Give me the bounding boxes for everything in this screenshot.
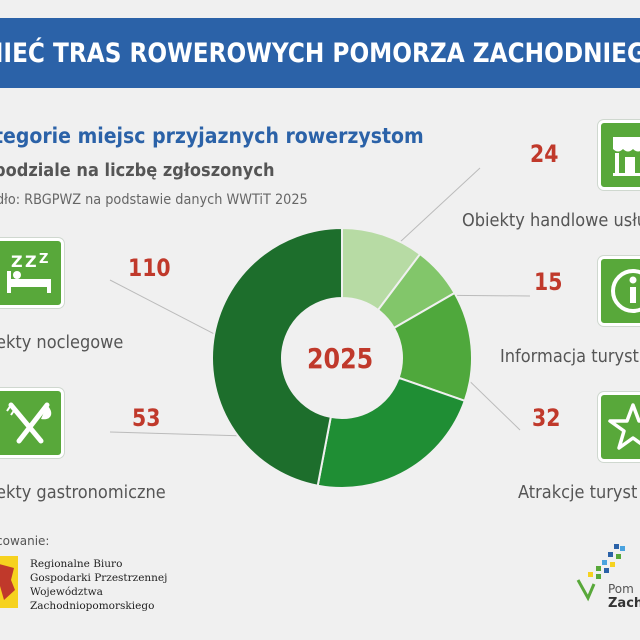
header-bar: NIEĆ TRAS ROWEROWYCH POMORZA ZACHODNIEGO (0, 18, 640, 88)
logo-text-line-2: Zachod (608, 596, 640, 611)
pomorze-zachodnie-logo-icon (576, 544, 625, 602)
svg-text:Z: Z (39, 252, 48, 267)
value-label-gastronomiczne: 53 (132, 404, 161, 432)
value-label-informacja: 15 (534, 268, 563, 296)
info-icon (598, 256, 640, 326)
category-label-gastronomiczne: ekty gastronomiczne (0, 482, 166, 503)
shop-storefront-icon (598, 120, 640, 190)
donut-slices (211, 226, 473, 489)
center-year-label: 2025 (307, 342, 374, 375)
svg-text:Z: Z (25, 252, 37, 271)
value-label-handlowe: 24 (530, 140, 559, 168)
sleep-zzz-bed-icon: Z Z Z (0, 238, 64, 308)
value-label-atrakcje: 32 (532, 404, 561, 432)
category-label-handlowe: Obiekty handlowe usłu (462, 210, 640, 231)
value-label-noclegowe: 110 (128, 254, 171, 282)
org-name-line-4: Zachodniopomorskiego (30, 600, 155, 612)
chart-source: dło: RBGPWZ na podstawie danych WWTiT 20… (0, 192, 308, 208)
org-name-line-3: Województwa (30, 586, 103, 598)
footer-label: cowanie: (0, 534, 50, 548)
fork-knife-icon (0, 388, 64, 458)
svg-text:Z: Z (11, 252, 23, 271)
category-label-noclegowe: ekty noclegowe (0, 332, 124, 353)
category-label-atrakcje: Atrakcje turyst (518, 482, 638, 503)
logo-text-line-1: Pom (608, 582, 634, 596)
chart-title: tegorie miejsc przyjaznych rowerzystom (0, 124, 424, 148)
org-name-line-1: Regionalne Biuro (30, 558, 123, 570)
coat-of-arms-icon (0, 556, 18, 608)
category-label-informacja: Informacja turyst (500, 346, 639, 367)
chart-subtitle: podziale na liczbę zgłoszonych (0, 160, 275, 181)
donut-hole (282, 298, 402, 418)
org-name-line-2: Gospodarki Przestrzennej (30, 572, 168, 584)
star-icon (598, 392, 640, 462)
page-title: NIEĆ TRAS ROWEROWYCH POMORZA ZACHODNIEGO (0, 38, 640, 69)
